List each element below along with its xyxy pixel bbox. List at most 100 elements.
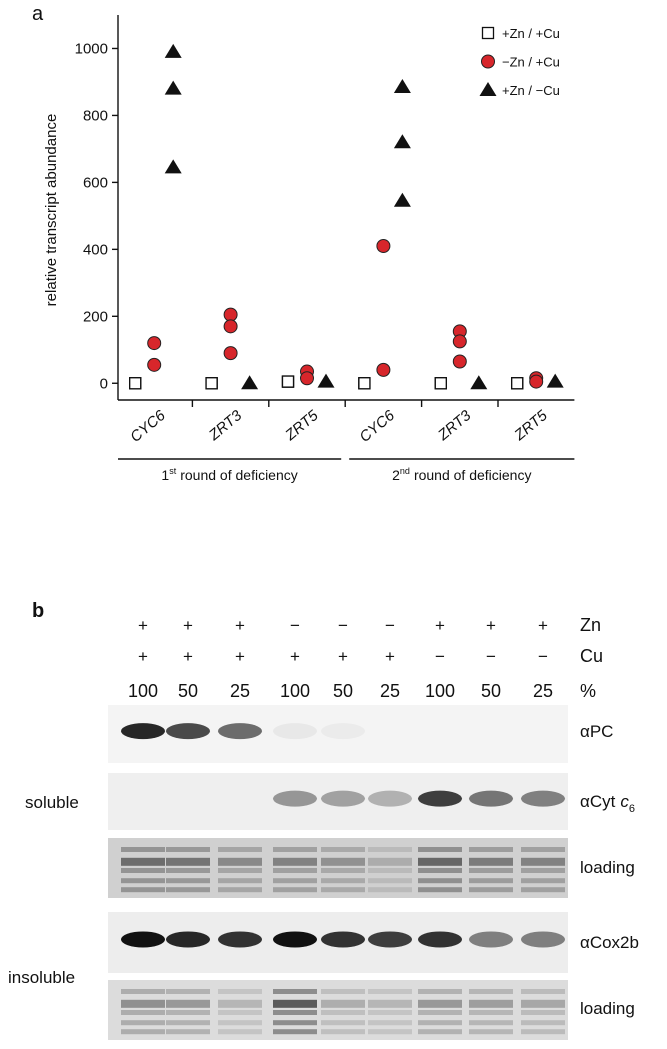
data-point: [147, 336, 162, 351]
blot-band: [321, 931, 365, 948]
data-point: [317, 373, 335, 388]
lane-label: 25: [380, 681, 400, 701]
blot-band: [121, 857, 165, 866]
blot-label: loading: [580, 858, 635, 877]
blot-band: [166, 999, 210, 1008]
blot-band: [368, 868, 412, 873]
data-point: [529, 374, 544, 389]
legend-marker: [479, 82, 497, 96]
blot-band: [469, 790, 513, 807]
blot-band: [521, 931, 565, 948]
panel-label: a: [32, 3, 44, 25]
blot-band: [469, 1029, 513, 1035]
blot-band: [418, 868, 462, 873]
x-tick-label: ZRT3: [205, 407, 246, 445]
blot-band: [469, 1020, 513, 1026]
data-point: [393, 192, 411, 207]
blot-band: [418, 847, 462, 852]
data-point: [129, 377, 142, 390]
blot-band: [469, 887, 513, 893]
blot-band: [521, 1029, 565, 1035]
x-tick-label: CYC6: [127, 407, 169, 446]
x-tick-label: CYC6: [356, 407, 398, 446]
blot-band: [218, 1010, 262, 1015]
blot-band: [321, 857, 365, 866]
data-point: [376, 239, 391, 253]
legend-marker: [481, 54, 495, 69]
lane-label: +: [290, 647, 300, 666]
blot-band: [418, 887, 462, 893]
lane-label: 25: [533, 681, 553, 701]
data-point: [452, 334, 467, 349]
blot-band: [166, 723, 210, 740]
data-point: [393, 134, 411, 149]
fraction-label: soluble: [25, 793, 79, 812]
blot-band: [521, 1010, 565, 1015]
lane-label: 50: [178, 681, 198, 701]
lane-label: −: [290, 616, 300, 635]
blot-band: [218, 868, 262, 873]
blot-band: [321, 723, 365, 740]
blot-band: [321, 999, 365, 1008]
x-tick-label: ZRT5: [511, 407, 552, 445]
lane-label: +: [138, 647, 148, 666]
blot-band: [218, 931, 262, 948]
blot-label: αCox2b: [580, 933, 639, 952]
blot-band: [218, 887, 262, 893]
blot-band: [273, 1029, 317, 1035]
blot-band: [368, 878, 412, 884]
y-tick-label: 600: [83, 174, 108, 191]
blot-band: [166, 868, 210, 873]
blot-band: [469, 1010, 513, 1015]
blot-band: [321, 989, 365, 994]
blot-band: [521, 1020, 565, 1026]
blot-band: [121, 847, 165, 852]
blot-band: [321, 887, 365, 893]
data-point: [452, 354, 467, 369]
blot-band: [521, 790, 565, 807]
data-point: [147, 357, 162, 372]
blot-band: [368, 1029, 412, 1035]
blot-band: [368, 999, 412, 1008]
y-tick-label: 0: [100, 375, 108, 392]
data-point: [223, 346, 238, 361]
panel-label: b: [32, 600, 44, 622]
blot-band: [321, 1010, 365, 1015]
blot-band: [273, 723, 317, 740]
blot-band: [368, 931, 412, 948]
blot-band: [418, 1010, 462, 1015]
blot-band: [521, 868, 565, 873]
blot-band: [418, 1020, 462, 1026]
data-point: [205, 377, 218, 390]
blot-band: [321, 1029, 365, 1035]
data-point: [511, 377, 524, 390]
blot-band: [121, 723, 165, 740]
blot-band: [166, 931, 210, 948]
blot-band: [521, 847, 565, 852]
blot-band: [273, 847, 317, 852]
group-label-part: 2: [392, 467, 400, 483]
blot-band: [121, 887, 165, 893]
lane-label: −: [435, 647, 445, 666]
data-point: [281, 375, 295, 388]
blot-band: [166, 847, 210, 852]
blot-band: [273, 1010, 317, 1015]
blot-band: [121, 878, 165, 884]
blot-band: [368, 857, 412, 866]
lane-label: −: [385, 616, 395, 635]
group-label-part: 1: [161, 467, 169, 483]
blot-band: [321, 878, 365, 884]
blot-band: [418, 1029, 462, 1035]
blot-band: [218, 999, 262, 1008]
data-point: [376, 362, 391, 377]
blot-band: [273, 1020, 317, 1026]
blot-band: [166, 989, 210, 994]
group-label: 1st round of deficiency: [161, 466, 297, 483]
data-point: [241, 375, 259, 390]
blot-band: [521, 999, 565, 1008]
blot-band: [521, 857, 565, 866]
blot-band: [273, 989, 317, 994]
lane-label: +: [138, 616, 148, 635]
lane-label: +: [385, 647, 395, 666]
data-point: [470, 375, 488, 390]
